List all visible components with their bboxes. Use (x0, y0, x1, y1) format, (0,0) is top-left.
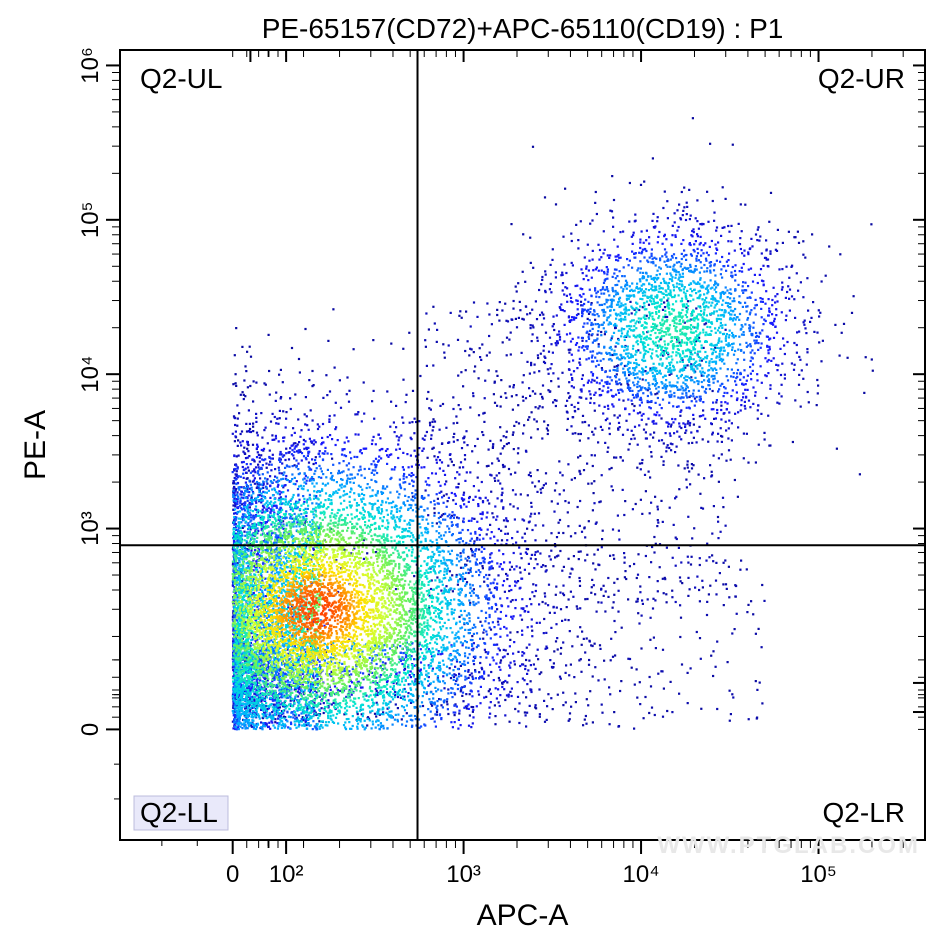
quadrant-label-ll: Q2-LL (140, 797, 218, 828)
quadrant-label-ur: Q2-UR (818, 63, 905, 94)
x-tick-label: 10² (269, 861, 304, 888)
x-tick-label: 10⁴ (623, 861, 660, 888)
y-tick-label: 0 (77, 723, 104, 736)
y-tick-label: 10⁶ (77, 47, 104, 84)
flow-cytometry-figure: Q2-UL Q2-UR Q2-LL Q2-LR 0 10² 10³ 10⁴ 10⁵ 0 10³ 10⁴… (0, 0, 950, 940)
plot-svg: Q2-UL Q2-UR Q2-LL Q2-LR 0 10² 10³ 10⁴ 10⁵ 0 10³ 10⁴… (0, 0, 950, 940)
quadrant-label-lr: Q2-LR (823, 797, 905, 828)
y-tick-label: 10⁴ (77, 356, 104, 393)
y-axis-label: PE-A (19, 410, 52, 480)
y-tick-label: 10⁵ (77, 201, 104, 238)
x-tick-label: 10³ (446, 861, 481, 888)
chart-title: PE-65157(CD72)+APC-65110(CD19) : P1 (262, 13, 784, 44)
quadrant-label-ul: Q2-UL (140, 63, 222, 94)
y-tick-label: 10³ (77, 511, 104, 546)
x-axis-label: APC-A (477, 899, 569, 932)
x-tick-label: 10⁵ (800, 861, 837, 888)
x-tick-label: 0 (226, 861, 239, 888)
